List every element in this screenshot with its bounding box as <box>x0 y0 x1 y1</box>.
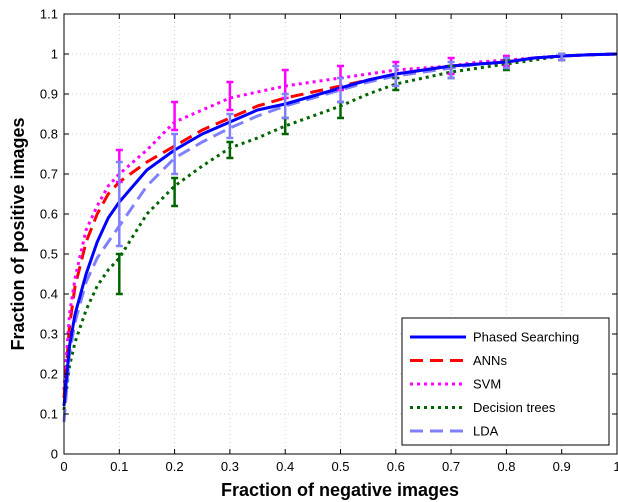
errorbar-layer <box>115 52 566 296</box>
x-tick-label: 0.3 <box>221 459 239 474</box>
error-bar <box>392 64 400 88</box>
y-tick-label: 0.8 <box>40 127 58 142</box>
grid-lines <box>64 14 617 454</box>
y-tick-label: 0.3 <box>40 327 58 342</box>
legend-label: Phased Searching <box>473 330 579 345</box>
legend-label: Decision trees <box>473 400 556 415</box>
legend-label: ANNs <box>473 353 507 368</box>
error-bar <box>226 112 234 140</box>
x-tick-label: 0.5 <box>331 459 349 474</box>
error-bar <box>281 92 289 120</box>
y-tick-label: 1 <box>51 47 58 62</box>
error-bar <box>558 52 566 62</box>
error-bar <box>337 76 344 104</box>
y-tick-label: 0.2 <box>40 367 58 382</box>
x-tick-labels: 0 0.1 0.2 0.3 0.4 0.5 0.6 0.7 0.8 0.9 1 <box>60 459 618 474</box>
x-tick-label: 0.6 <box>387 459 405 474</box>
y-tick-labels: 0 0.1 0.2 0.3 0.4 0.5 0.6 0.7 0.8 0.9 1 1.1 <box>40 7 58 462</box>
x-tick-label: 0.4 <box>276 459 294 474</box>
error-bar <box>115 160 123 248</box>
x-tick-label: 0 <box>60 459 67 474</box>
legend-label: SVM <box>473 377 501 392</box>
x-tick-label: 0.9 <box>553 459 571 474</box>
y-tick-label: 0 <box>51 447 58 462</box>
error-bar <box>171 176 179 208</box>
error-bar <box>502 56 510 70</box>
x-tick-label: 0.1 <box>110 459 128 474</box>
error-bar <box>226 140 234 160</box>
y-tick-label: 0.6 <box>40 207 58 222</box>
error-bar <box>171 100 179 132</box>
x-axis-title: Fraction of negative images <box>221 480 459 500</box>
legend: Phased Searching ANNs SVM Decision trees LDA <box>401 317 610 446</box>
tick-marks <box>63 13 618 455</box>
y-tick-label: 1.1 <box>40 7 58 22</box>
x-tick-label: 0.2 <box>166 459 184 474</box>
error-bar <box>226 80 234 112</box>
x-tick-label: 0.7 <box>442 459 460 474</box>
y-tick-label: 0.4 <box>40 287 58 302</box>
y-tick-label: 0.1 <box>40 407 58 422</box>
x-tick-label: 0.8 <box>497 459 515 474</box>
series-line-anns <box>62 52 618 399</box>
error-bar <box>115 252 123 296</box>
y-axis-title: Fraction of positive images <box>8 117 28 350</box>
legend-label: LDA <box>473 424 499 439</box>
legend-box <box>401 317 610 446</box>
y-tick-label: 0.9 <box>40 87 58 102</box>
y-tick-label: 0.5 <box>40 247 58 262</box>
error-bar <box>171 132 179 176</box>
error-bar <box>447 60 455 80</box>
x-tick-label: 1 <box>613 459 618 474</box>
y-tick-label: 0.7 <box>40 167 58 182</box>
